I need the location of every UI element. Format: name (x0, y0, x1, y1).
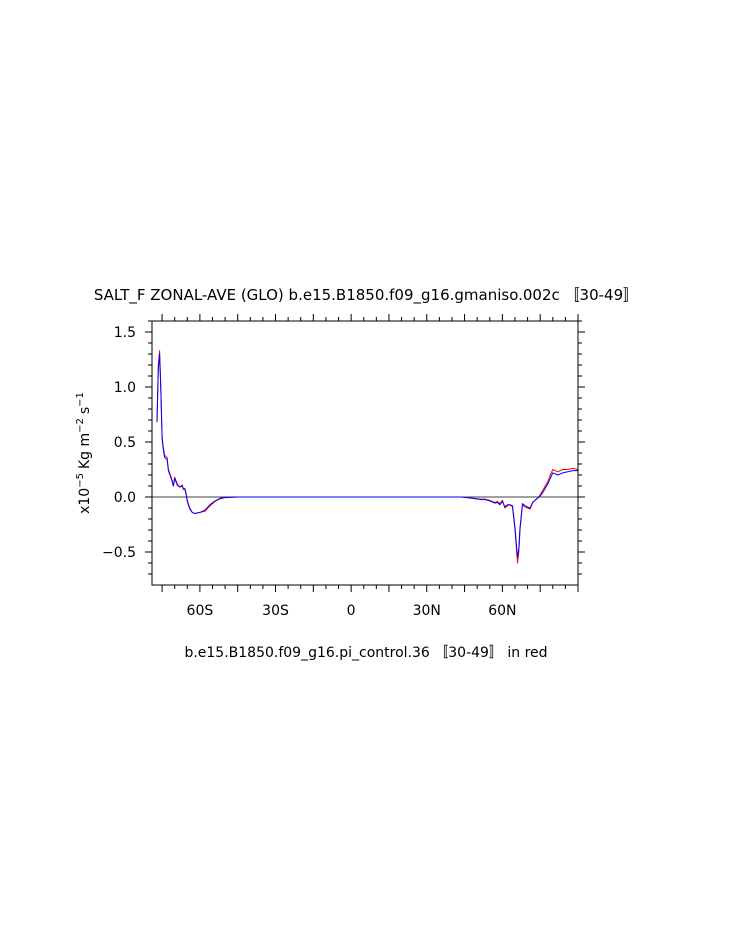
y-tick-label: 0.5 (114, 435, 136, 451)
series-line-1 (156, 353, 578, 558)
y-axis-label-exponent-s: −1 (75, 392, 86, 407)
x-tick-label: 30N (413, 603, 441, 619)
x-tick-label: 0 (347, 603, 356, 619)
y-axis-label-exponent: −5 (75, 473, 86, 488)
x-tick-label: 60S (187, 603, 214, 619)
series-layer (156, 350, 579, 564)
y-tick-label: 1.0 (114, 380, 136, 396)
y-axis-label-unit-s: s (77, 407, 93, 414)
y-axis-label-exponent-m: −2 (75, 418, 86, 433)
y-tick-label: −0.5 (102, 545, 136, 561)
x-tick-label: 60N (488, 603, 516, 619)
chart-title: SALT_F ZONAL-AVE (GLO) b.e15.B1850.f09_g… (94, 286, 638, 305)
y-tick-label: 1.5 (114, 325, 136, 341)
x-tick-label: 30S (262, 603, 289, 619)
y-axis-label: x10−5 Kg m−2 s−1 (75, 392, 93, 514)
y-tick-label: 0.0 (114, 490, 136, 506)
plot-frame (151, 320, 579, 586)
axis-layer: 60S 30S 0 30N 60N 1.5 1.0 0.5 0.0 −0.5 (102, 314, 585, 619)
chart-subtitle: b.e15.B1850.f09_g16.pi_control.36 〚30-49… (184, 645, 547, 661)
y-axis-label-prefix: x10 (77, 488, 93, 514)
y-axis-label-unit-kg: Kg m (77, 433, 93, 469)
